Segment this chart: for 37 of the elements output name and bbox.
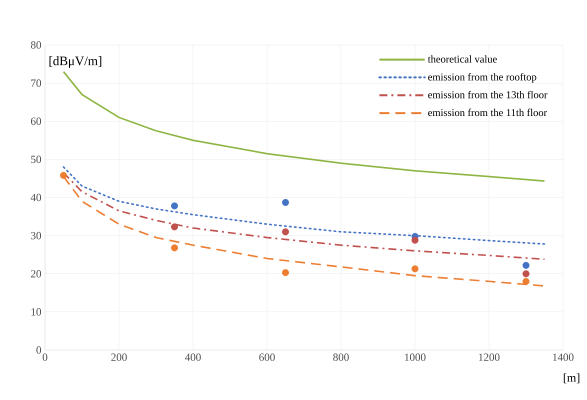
line-series <box>62 166 546 245</box>
point <box>171 223 178 230</box>
x-tick-label: 0 <box>42 354 48 361</box>
legend-label: emission from the 11th floor <box>428 108 547 116</box>
legend-label: emission from the rooftop <box>428 73 536 83</box>
point <box>412 265 418 272</box>
point <box>282 198 289 206</box>
line-series <box>62 70 546 182</box>
y-tick-label: 50 <box>31 156 42 164</box>
x-tick-label: 400 <box>185 354 201 361</box>
legend-label: theoretical value <box>428 55 497 63</box>
y-tick-label: 10 <box>31 308 42 316</box>
point <box>60 172 67 179</box>
y-tick-label: 30 <box>31 232 42 240</box>
y-tick-label: 20 <box>31 270 42 278</box>
x-tick-label: 1200 <box>479 354 500 361</box>
y-tick-label: 60 <box>30 118 42 125</box>
x-tick-label: 200 <box>111 354 127 361</box>
x-tick-label: 1400 <box>553 354 574 361</box>
x-tick-label: 600 <box>259 354 275 361</box>
x-tick-label: 800 <box>333 354 349 361</box>
y-tick-label: 0 <box>36 346 42 354</box>
point <box>171 244 178 252</box>
point <box>171 202 178 210</box>
legend-label: emission from the 13th floor <box>428 90 548 98</box>
y-axis-title: [dBμV/m] <box>49 56 102 68</box>
x-tick-label: 1000 <box>405 354 426 361</box>
x-axis-title: [m] <box>564 373 580 384</box>
point <box>522 278 530 285</box>
point <box>412 236 418 244</box>
point <box>282 269 289 276</box>
point <box>282 228 289 236</box>
y-tick-label: 70 <box>31 79 42 87</box>
point <box>522 262 530 269</box>
y-tick-label: 80 <box>30 41 42 49</box>
y-tick-label: 40 <box>30 194 42 202</box>
point <box>522 270 530 278</box>
